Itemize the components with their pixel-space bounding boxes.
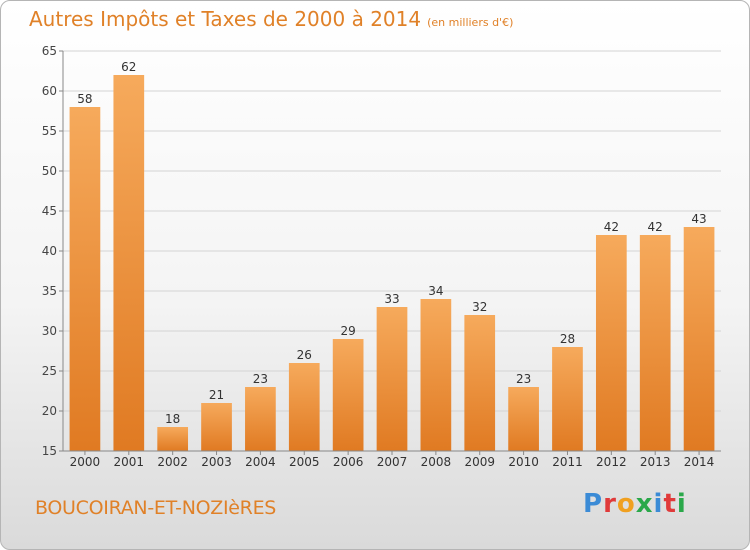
bar-2002 bbox=[157, 427, 189, 451]
bar-value-label: 34 bbox=[428, 284, 443, 298]
y-tick-label: 20 bbox=[42, 404, 57, 418]
bar-value-label: 18 bbox=[165, 412, 180, 426]
y-tick-label: 65 bbox=[42, 44, 57, 58]
bar-2006 bbox=[332, 339, 364, 451]
bar-value-label: 21 bbox=[209, 388, 224, 402]
bar-2007 bbox=[376, 307, 408, 451]
bar-2010 bbox=[508, 387, 539, 451]
x-tick-label: 2003 bbox=[201, 455, 232, 469]
y-tick-label: 15 bbox=[42, 444, 57, 458]
x-tick-label: 2009 bbox=[464, 455, 495, 469]
bar-value-label: 32 bbox=[472, 300, 487, 314]
y-tick-label: 50 bbox=[42, 164, 57, 178]
commune-name: BOUCOIRAN-ET-NOZIèRES bbox=[35, 497, 277, 519]
bar-value-label: 23 bbox=[516, 372, 531, 386]
bar-2001 bbox=[113, 75, 145, 451]
bar-value-label: 28 bbox=[560, 332, 575, 346]
x-tick-label: 2011 bbox=[552, 455, 583, 469]
bar-2003 bbox=[201, 403, 232, 451]
x-tick-label: 2008 bbox=[421, 455, 452, 469]
logo-letter: i bbox=[676, 489, 687, 519]
x-tick-label: 2010 bbox=[508, 455, 539, 469]
y-tick-label: 40 bbox=[42, 244, 57, 258]
x-tick-label: 2005 bbox=[289, 455, 320, 469]
y-tick-label: 55 bbox=[42, 124, 57, 138]
logo-letter: t bbox=[663, 489, 677, 519]
x-tick-label: 2012 bbox=[596, 455, 627, 469]
chart-title-text: Autres Impôts et Taxes de 2000 à 2014 bbox=[29, 7, 422, 31]
x-tick-label: 2001 bbox=[114, 455, 145, 469]
bar-2008 bbox=[420, 299, 452, 451]
bar-value-label: 62 bbox=[121, 60, 136, 74]
proxiti-logo: Proxiti bbox=[583, 489, 687, 519]
bar-2000 bbox=[69, 107, 101, 451]
bar-value-label: 33 bbox=[384, 292, 399, 306]
bar-2009 bbox=[464, 315, 496, 451]
bar-value-label: 29 bbox=[340, 324, 355, 338]
logo-letter: o bbox=[616, 489, 636, 519]
chart-subtitle: (en milliers d'€) bbox=[427, 16, 514, 29]
x-tick-label: 2007 bbox=[377, 455, 408, 469]
bar-2004 bbox=[245, 387, 276, 451]
x-tick-label: 2013 bbox=[640, 455, 671, 469]
bar-value-label: 43 bbox=[691, 212, 706, 226]
logo-letter: r bbox=[603, 489, 617, 519]
logo-letter: x bbox=[635, 489, 654, 519]
y-tick-label: 45 bbox=[42, 204, 57, 218]
bar-2014 bbox=[683, 227, 715, 451]
axis-layer: 15 20 25 30 35 40 45 50 55 60 65 2000 2001 2002 2003 20… bbox=[42, 44, 721, 469]
bar-2012 bbox=[595, 235, 627, 451]
bar-2005 bbox=[288, 363, 320, 451]
chart-title: Autres Impôts et Taxes de 2000 à 2014 (en… bbox=[29, 7, 513, 31]
bar-value-label: 23 bbox=[253, 372, 268, 386]
bar-value-label: 26 bbox=[297, 348, 312, 362]
bar-value-label: 42 bbox=[604, 220, 619, 234]
x-tick-label: 2006 bbox=[333, 455, 364, 469]
logo-letter: i bbox=[653, 489, 664, 519]
y-tick-label: 25 bbox=[42, 364, 57, 378]
y-tick-label: 35 bbox=[42, 284, 57, 298]
y-tick-label: 60 bbox=[42, 84, 57, 98]
x-tick-label: 2004 bbox=[245, 455, 276, 469]
x-tick-label: 2002 bbox=[157, 455, 188, 469]
bar-2011 bbox=[552, 347, 583, 451]
bar-layer: 58 62 18 21 23 26 29 33 34 32 23 28 42 42 43 bbox=[69, 60, 715, 451]
bar-2013 bbox=[639, 235, 671, 451]
bar-value-label: 58 bbox=[77, 92, 92, 106]
bar-value-label: 42 bbox=[648, 220, 663, 234]
logo-letter: P bbox=[583, 489, 604, 519]
x-tick-label: 2014 bbox=[684, 455, 715, 469]
y-tick-label: 30 bbox=[42, 324, 57, 338]
x-tick-label: 2000 bbox=[70, 455, 101, 469]
